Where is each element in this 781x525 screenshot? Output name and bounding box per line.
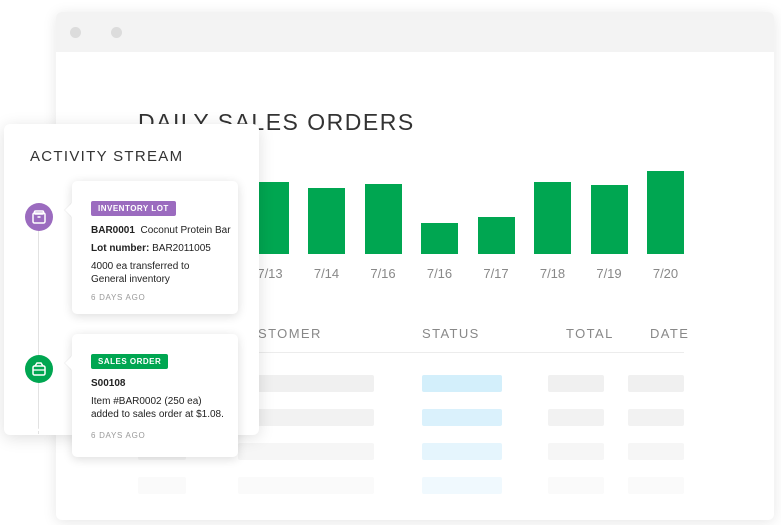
sales-order-timestamp: 6 DAYS AGO xyxy=(91,431,146,440)
placeholder-cell xyxy=(422,375,502,392)
window-control-dot[interactable] xyxy=(70,27,81,38)
timeline-line-dashed xyxy=(38,394,39,434)
x-tick-label: 7/19 xyxy=(596,266,622,281)
placeholder-cell xyxy=(628,375,684,392)
activity-card-sales-order[interactable]: SALES ORDER S00108 Item #BAR0002 (250 ea… xyxy=(72,334,238,457)
timeline-line xyxy=(38,216,39,426)
sales-order-badge: SALES ORDER xyxy=(91,354,169,369)
placeholder-cell xyxy=(628,409,684,426)
lot-description-line2: General inventory xyxy=(91,274,170,285)
lot-timestamp: 6 DAYS AGO xyxy=(91,293,146,302)
x-tick-label: 7/16 xyxy=(370,266,396,281)
x-tick-label: 7/17 xyxy=(483,266,509,281)
sales-order-description-line1: Item #BAR0002 (250 ea) xyxy=(91,396,202,407)
column-header-total[interactable]: TOTAL xyxy=(566,326,614,341)
sales-order-description-line2: added to sales order at $1.08. xyxy=(91,409,224,420)
chart-bar[interactable] xyxy=(477,217,515,254)
lot-product: BAR0001 Coconut Protein Bar xyxy=(91,225,231,236)
x-tick-label: 7/14 xyxy=(313,266,340,281)
placeholder-cell xyxy=(548,443,604,460)
column-header-status[interactable]: STATUS xyxy=(422,326,480,341)
placeholder-cell xyxy=(138,477,186,494)
placeholder-cell xyxy=(238,375,374,392)
chart-bar[interactable] xyxy=(308,188,345,254)
cart-box-icon xyxy=(25,355,53,383)
column-header-date[interactable]: DATE xyxy=(650,326,690,341)
placeholder-cell xyxy=(422,409,502,426)
chart-bar[interactable] xyxy=(647,171,684,254)
placeholder-cell xyxy=(628,477,684,494)
box-icon xyxy=(25,203,53,231)
placeholder-cell xyxy=(628,443,684,460)
chart-bar[interactable] xyxy=(364,184,402,254)
window-titlebar xyxy=(56,12,774,52)
placeholder-cell xyxy=(238,409,374,426)
chart-bar[interactable] xyxy=(590,185,628,254)
column-header-customer[interactable]: STOMER xyxy=(258,326,322,341)
x-tick-label: 7/16 xyxy=(426,266,453,281)
placeholder-cell xyxy=(238,443,374,460)
activity-card-inventory-lot[interactable]: INVENTORY LOT BAR0001 Coconut Protein Ba… xyxy=(72,181,238,314)
lot-description-line1: 4000 ea transferred to xyxy=(91,261,190,272)
window-control-dot[interactable] xyxy=(111,27,122,38)
x-tick-label: 7/18 xyxy=(539,266,566,281)
inventory-lot-badge: INVENTORY LOT xyxy=(91,201,176,216)
placeholder-cell xyxy=(238,477,374,494)
placeholder-cell xyxy=(548,409,604,426)
chart-bar[interactable] xyxy=(534,182,571,254)
sales-order-number: S00108 xyxy=(91,378,126,389)
placeholder-cell xyxy=(422,477,502,494)
x-tick-label: 7/13 xyxy=(257,266,283,281)
activity-stream-panel: ACTIVITY STREAM INVENTORY LOT BAR0001 Co… xyxy=(4,124,259,457)
lot-number: Lot number: BAR2011005 xyxy=(91,243,211,254)
activity-stream-title: ACTIVITY STREAM xyxy=(30,148,184,165)
x-tick-label: 7/20 xyxy=(652,266,679,281)
placeholder-cell xyxy=(548,477,604,494)
placeholder-cell xyxy=(548,375,604,392)
placeholder-cell xyxy=(422,443,502,460)
chart-bar[interactable] xyxy=(421,223,458,254)
table-header-divider xyxy=(138,352,684,353)
